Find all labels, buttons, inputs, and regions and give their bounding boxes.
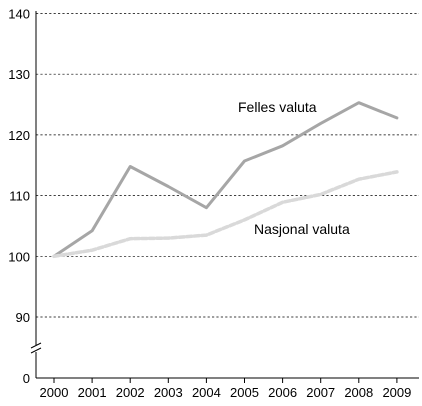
- y-tick-label-130: 130: [8, 67, 30, 82]
- y-tick-label-140: 140: [8, 7, 30, 22]
- axis-break-mark-lower: [30, 347, 42, 354]
- labels: Felles valuta Nasjonal valuta: [238, 99, 350, 237]
- axis-break-gap: [31, 345, 41, 352]
- series-line-felles-valuta: [52, 101, 399, 258]
- axis-break-mark-upper: [30, 342, 42, 349]
- axes: 0 90 100 110 120 130 140 2000 2001 2002 2003 2004 20…: [8, 7, 419, 400]
- x-tick-label-2009: 2009: [382, 385, 411, 400]
- series-label-felles-valuta: Felles valuta: [238, 99, 317, 115]
- x-tick-label-2005: 2005: [230, 385, 259, 400]
- x-tick-label-2007: 2007: [306, 385, 335, 400]
- x-tick-label-2008: 2008: [344, 385, 373, 400]
- x-tick-label-2001: 2001: [78, 385, 107, 400]
- x-tick-label-2004: 2004: [192, 385, 221, 400]
- x-tick-label-2003: 2003: [154, 385, 183, 400]
- series-line-nasjonal-valuta: [52, 170, 399, 259]
- x-tick-label-2000: 2000: [40, 385, 69, 400]
- series-label-nasjonal-valuta: Nasjonal valuta: [254, 221, 350, 237]
- y-tick-label-110: 110: [9, 189, 30, 204]
- y-tick-label-90: 90: [16, 310, 30, 325]
- y-tick-label-120: 120: [8, 128, 30, 143]
- x-tick-label-2006: 2006: [268, 385, 297, 400]
- y-tick-label-100: 100: [8, 249, 30, 264]
- series-lines: [52, 101, 399, 259]
- x-tick-label-2002: 2002: [116, 385, 145, 400]
- y-tick-label-0: 0: [23, 371, 30, 386]
- gridlines: [36, 13, 419, 318]
